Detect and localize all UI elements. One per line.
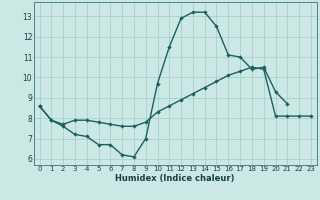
X-axis label: Humidex (Indice chaleur): Humidex (Indice chaleur) <box>116 174 235 183</box>
